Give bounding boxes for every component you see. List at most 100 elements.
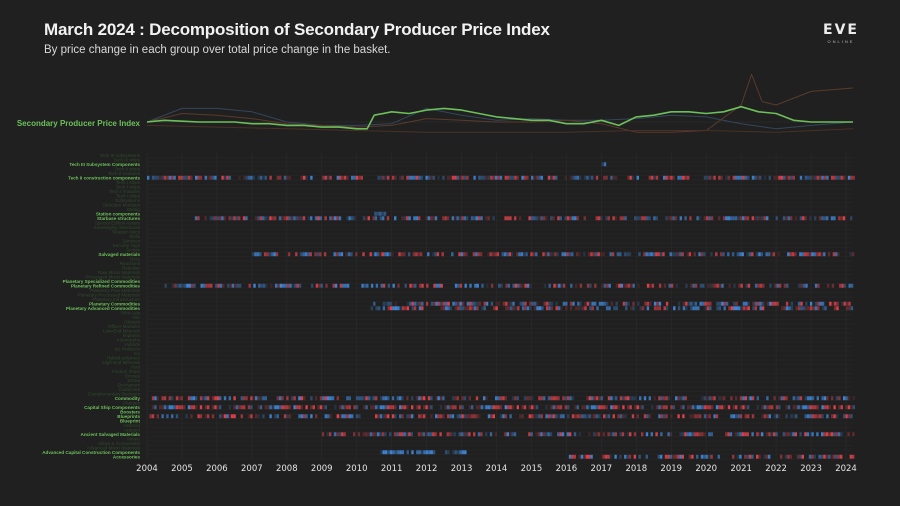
heatmap-cell: [199, 405, 203, 410]
heatmap-cell: [608, 283, 611, 288]
heatmap-cell: [382, 414, 385, 419]
heatmap-cell: [417, 432, 421, 437]
heatmap-cell: [449, 405, 452, 410]
heatmap-cell: [461, 396, 464, 401]
heatmap-cell: [587, 252, 591, 257]
heatmap-cell: [600, 405, 603, 410]
heatmap-cell: [327, 396, 330, 401]
heatmap-cell: [250, 405, 253, 410]
heatmap-cell: [790, 306, 794, 311]
x-tick-label: 2017: [591, 464, 613, 474]
x-axis: 2004 2005 2006 2007 2008 2009 2010 2011 2012 2013…: [136, 464, 857, 474]
heatmap-cell: [372, 216, 375, 221]
heatmap-cell: [490, 405, 493, 410]
heatmap-cell: [545, 432, 548, 437]
heatmap-cell: [759, 283, 763, 288]
heatmap-cell: [612, 432, 615, 437]
heatmap-cell: [255, 396, 258, 401]
heatmap-cell: [715, 414, 719, 419]
heatmap-cell: [835, 414, 839, 419]
heatmap-cell: [480, 405, 483, 410]
heatmap-cell: [619, 454, 622, 459]
heatmap-cell: [451, 175, 455, 180]
heatmap-cell: [849, 454, 852, 459]
heatmap-cell: [401, 450, 405, 455]
heatmap-cell: [768, 454, 771, 459]
heatmap-cell: [667, 454, 670, 459]
heatmap-cell: [691, 432, 694, 437]
heatmap-cell: [811, 414, 815, 419]
heatmap-cell: [178, 405, 181, 410]
heatmap-cell: [174, 283, 177, 288]
heatmap-cell: [651, 405, 654, 410]
heatmap-cell: [790, 414, 793, 419]
row-label: Ice: [134, 351, 141, 356]
heatmap-cell: [631, 396, 635, 401]
heatmap-cell: [566, 216, 570, 221]
row-label: Infomorphs: [117, 337, 141, 342]
heatmap-cell: [543, 396, 546, 401]
heatmap-cell: [710, 454, 713, 459]
heatmap-cell: [657, 252, 660, 257]
heatmap-cell: [703, 414, 707, 419]
heatmap-cell: [523, 396, 527, 401]
heatmap-cell: [483, 396, 486, 401]
heatmap-cell: [636, 405, 639, 410]
heatmap-cell: [706, 396, 709, 401]
heatmap-cell: [538, 216, 541, 221]
heatmap-cell: [440, 306, 443, 311]
heatmap-cell: [226, 283, 230, 288]
heatmap-cell: [442, 306, 446, 311]
heatmap-cell: [852, 432, 855, 437]
heatmap-cell: [243, 175, 246, 180]
heatmap-cell: [538, 414, 541, 419]
heatmap-cell: [681, 432, 685, 437]
heatmap-cell: [665, 175, 668, 180]
heatmap-cell: [367, 216, 370, 221]
heatmap-cell: [421, 301, 424, 306]
heatmap-cell: [387, 396, 390, 401]
heatmap-cell: [823, 216, 826, 221]
heatmap-cell: [768, 414, 771, 419]
heatmap-cell: [629, 396, 632, 401]
heatmap-cell: [686, 252, 689, 257]
heatmap-cell: [238, 283, 242, 288]
heatmap-cell: [679, 396, 683, 401]
heatmap-cell: [847, 405, 851, 410]
heatmap-cell: [469, 301, 472, 306]
heatmap-cell: [655, 216, 658, 221]
heatmap-cell: [806, 432, 809, 437]
heatmap-cell: [353, 175, 356, 180]
heatmap-cell: [656, 301, 659, 306]
row-label: Processed Moon Materials: [86, 274, 141, 279]
heatmap-cell: [732, 216, 735, 221]
heatmap-cell: [682, 175, 685, 180]
heatmap-cell: [816, 175, 819, 180]
heatmap-cell: [595, 405, 599, 410]
heatmap-cell: [343, 405, 347, 410]
heatmap-cell: [471, 405, 474, 410]
heatmap-cell: [512, 306, 515, 311]
heatmap-cell: [583, 216, 586, 221]
heatmap-cell: [800, 283, 803, 288]
heatmap-cell: [304, 252, 308, 257]
heatmap-cell: [646, 414, 649, 419]
heatmap-cell: [807, 306, 810, 311]
heatmap-cell: [161, 414, 164, 419]
heatmap-cell: [840, 216, 843, 221]
heatmap-cell: [807, 414, 810, 419]
heatmap-cell: [804, 396, 807, 401]
heatmap-cell: [677, 175, 680, 180]
heatmap-cell: [512, 301, 515, 306]
heatmap-cell: [245, 175, 248, 180]
heatmap-cell: [708, 396, 711, 401]
heatmap-cell: [605, 216, 608, 221]
heatmap-cell: [694, 283, 698, 288]
heatmap-cell: [637, 283, 640, 288]
heatmap-cell: [597, 252, 600, 257]
heatmap-cell: [847, 396, 851, 401]
heatmap-cell: [667, 396, 671, 401]
heatmap-cell: [795, 414, 798, 419]
heatmap-cell: [243, 396, 246, 401]
heatmap-cell: [706, 216, 709, 221]
